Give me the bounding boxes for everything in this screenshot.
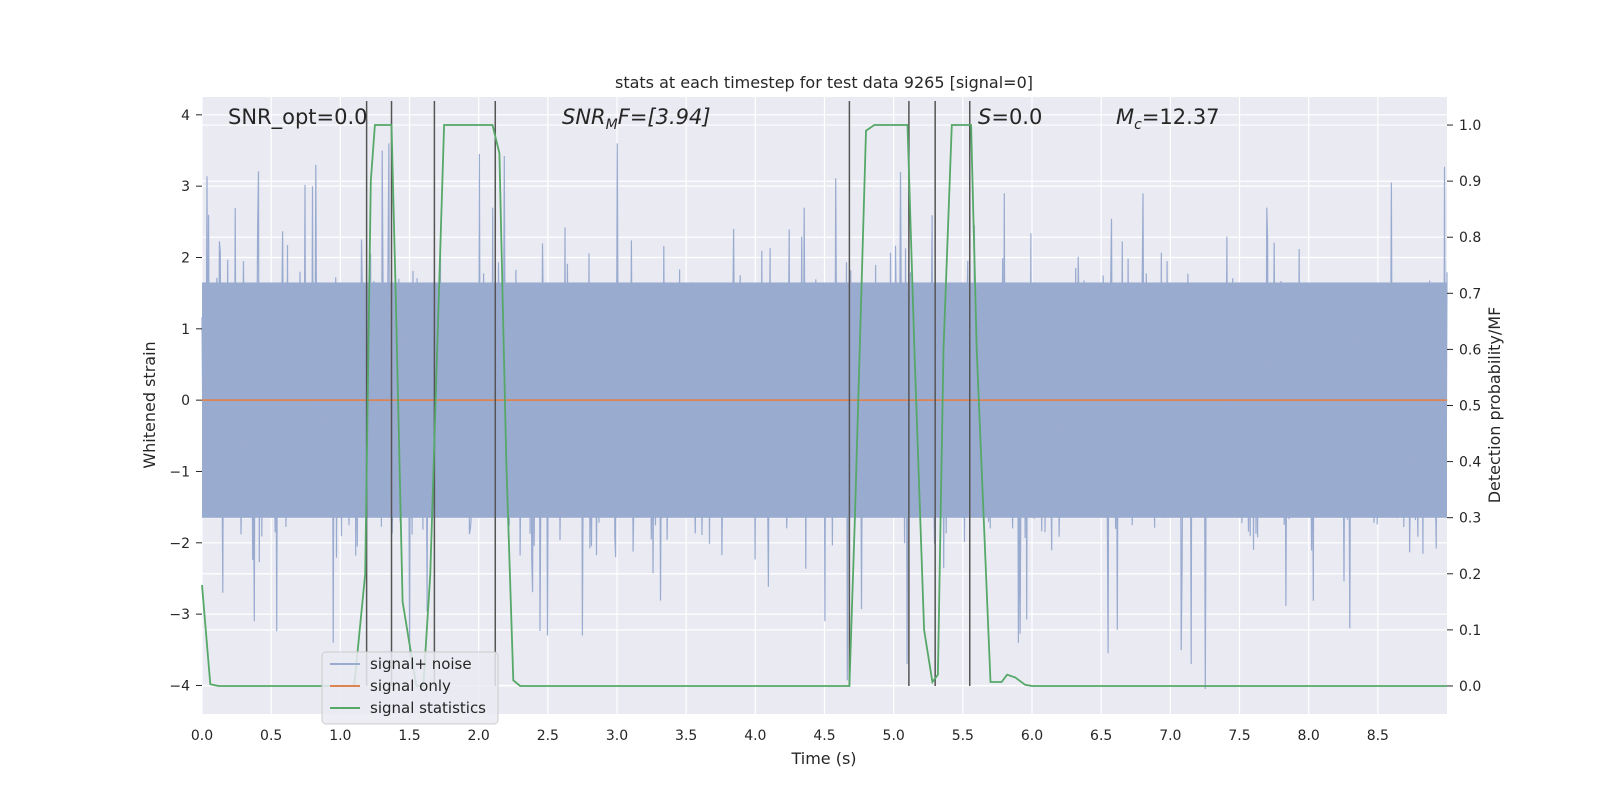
y2-tick-label: 1.0 <box>1459 118 1481 134</box>
x-tick-label: 2.0 <box>468 728 490 744</box>
x-tick-label: 5.0 <box>883 728 905 744</box>
y2-tick-label: 0.2 <box>1459 567 1481 583</box>
legend-label-signal-statistics: signal statistics <box>370 699 486 717</box>
y2-tick-label: 0.5 <box>1459 399 1481 415</box>
x-tick-label: 3.5 <box>675 728 697 744</box>
annotation-snr-mf: SNRMF=[3.94] <box>562 105 711 133</box>
y-tick-label: 4 <box>181 108 190 124</box>
x-tick-label: 2.5 <box>537 728 559 744</box>
legend-label-signal-noise: signal+ noise <box>370 655 472 673</box>
x-tick-label: 3.0 <box>606 728 628 744</box>
annotation-snr-opt: SNR_opt=0.0 <box>228 105 368 130</box>
y-tick-label: 2 <box>181 250 190 266</box>
legend: signal+ noise signal only signal statist… <box>321 651 499 725</box>
x-axis-label: Time (s) <box>790 749 856 768</box>
y-tick-label: −2 <box>169 536 190 552</box>
legend-box <box>321 651 499 725</box>
x-tick-label: 0.5 <box>260 728 282 744</box>
x-tick-label: 8.5 <box>1367 728 1389 744</box>
y2-tick-label: 0.1 <box>1459 623 1481 639</box>
y2-axis-label: Detection probability/MF <box>1485 307 1504 504</box>
x-tick-label: 6.0 <box>1021 728 1043 744</box>
y-tick-label: −4 <box>169 678 190 694</box>
tick-labels: 0.0 0.5 1.0 1.5 2.0 2.5 3.0 3.5 4.0 4.5 5.0 5.5 6.0 6… <box>169 108 1481 744</box>
y2-tick-label: 0.3 <box>1459 511 1481 527</box>
chart-title: stats at each timestep for test data 926… <box>615 73 1033 92</box>
x-tick-label: 5.5 <box>952 728 974 744</box>
vertical-markers <box>365 101 971 686</box>
series-signal-statistics <box>201 124 1447 687</box>
y-tick-label: 3 <box>181 179 190 195</box>
y-tick-label: −3 <box>169 607 190 623</box>
y-tick-label: 0 <box>181 393 190 409</box>
y2-tick-label: 0.4 <box>1459 455 1481 471</box>
x-tick-label: 8.0 <box>1298 728 1320 744</box>
x-tick-label: 7.0 <box>1159 728 1181 744</box>
y-tick-label: −1 <box>169 464 190 480</box>
x-tick-label: 6.5 <box>1090 728 1112 744</box>
x-tick-label: 4.0 <box>744 728 766 744</box>
y2-tick-label: 0.8 <box>1459 230 1481 246</box>
annotation-s: S=0.0 <box>978 105 1042 129</box>
legend-label-signal-only: signal only <box>370 677 451 695</box>
y-axis-label: Whitened strain <box>140 341 159 468</box>
x-tick-label: 4.5 <box>813 728 835 744</box>
y2-tick-label: 0.9 <box>1459 174 1481 190</box>
y2-tick-label: 0.6 <box>1459 342 1481 358</box>
x-tick-label: 0.0 <box>191 728 213 744</box>
x-tick-label: 1.5 <box>398 728 420 744</box>
annotation-mc: Mc=12.37 <box>1116 105 1220 133</box>
x-tick-label: 7.5 <box>1228 728 1250 744</box>
noise-trace-line <box>201 143 1448 690</box>
y2-tick-label: 0.7 <box>1459 286 1481 302</box>
x-tick-label: 1.0 <box>329 728 351 744</box>
y-tick-label: 1 <box>181 322 190 338</box>
y2-tick-label: 0.0 <box>1459 679 1481 695</box>
